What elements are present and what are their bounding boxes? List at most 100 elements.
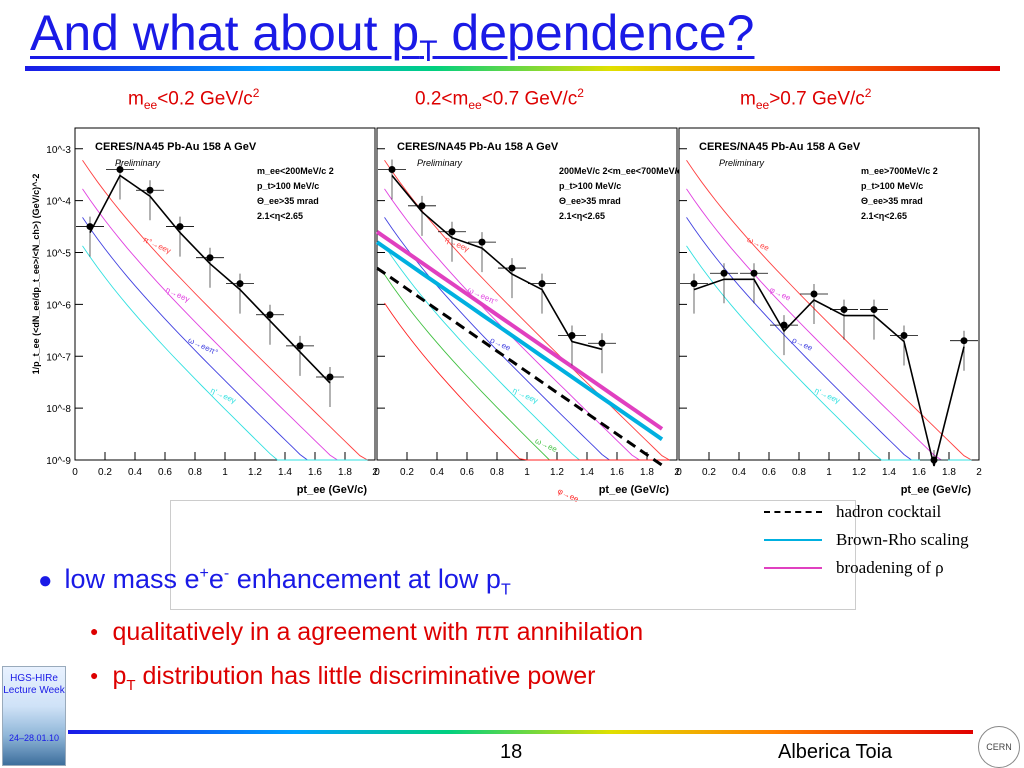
legend: hadron cocktail Brown-Rho scaling broade… [764, 498, 969, 582]
panel-title: CERES/NA45 Pb-Au 158 A GeV [397, 141, 559, 153]
broadening-curve [375, 230, 664, 431]
data-point [266, 311, 274, 319]
data-point [870, 306, 878, 314]
overlay-frame [170, 500, 856, 610]
data-point [598, 339, 606, 347]
x-tick-label: 0.2 [98, 467, 112, 478]
x-tick-label: 1 [222, 467, 228, 478]
data-point [86, 223, 94, 231]
legend-broadening: broadening of ρ [764, 554, 969, 582]
y-tick-label: 10^-6 [46, 300, 71, 311]
x-tick-label: 2 [372, 467, 378, 478]
data-point [236, 280, 244, 288]
data-point [146, 186, 154, 194]
cut-label: Θ_ee>35 mrad [257, 196, 319, 206]
plot-frame [74, 127, 376, 461]
y-tick-label: 10^-8 [46, 404, 71, 415]
panel-title: CERES/NA45 Pb-Au 158 A GeV [95, 141, 257, 153]
hadron-cocktail-curve [376, 266, 663, 467]
data-point [750, 269, 758, 277]
x-tick-label: 1.2 [550, 467, 564, 478]
x-tick-label: 1.4 [278, 467, 292, 478]
x-tick-label: 0.2 [400, 467, 414, 478]
bullet-sub-2: ● pT distribution has little discriminati… [90, 662, 596, 694]
author: Alberica Toia [778, 741, 893, 763]
brown-rho-curve [375, 240, 664, 441]
data-point [930, 456, 938, 464]
footer-rainbow-line [68, 730, 973, 734]
slide-title: And what about pT dependence? [30, 5, 755, 68]
legend-brown-rho: Brown-Rho scaling [764, 526, 969, 554]
cocktail-curve [82, 188, 368, 461]
data-point [840, 306, 848, 314]
y-tick-label: 10^-3 [46, 145, 71, 156]
x-tick-label: 1.6 [308, 467, 322, 478]
data-point [690, 280, 698, 288]
x-tick-label: 0.8 [792, 467, 806, 478]
x-axis-label: pt_ee (GeV/c) [901, 484, 972, 496]
y-tick-label: 10^-4 [46, 197, 71, 208]
y-tick-label: 10^-5 [46, 249, 71, 260]
title-rainbow-line [25, 66, 1000, 71]
page-number: 18 [500, 741, 523, 763]
x-tick-label: 1.4 [882, 467, 896, 478]
cut-label: Θ_ee>35 mrad [861, 196, 923, 206]
x-tick-label: 1.8 [640, 467, 654, 478]
x-tick-label: 1.8 [942, 467, 956, 478]
cocktail-curve [82, 245, 368, 461]
y-axis-label: 1/p_t_ee (<dN_ee/dp_t_ee>/<N_ch>) (GeV/c… [31, 174, 41, 375]
cocktail-curve [686, 188, 972, 461]
x-tick-label: 1.2 [852, 467, 866, 478]
cocktail-curve [384, 160, 670, 461]
chart-panel-1: 0 0.2 0.4 0.6 0.8 1 1.2 1.4 1.6 1.8 2 pt_ee (GeV/c)… [31, 127, 378, 496]
cern-logo: CERN [978, 726, 1020, 768]
x-tick-label: 1 [524, 467, 530, 478]
cut-label: Θ_ee>35 mrad [559, 196, 621, 206]
x-axis-label: pt_ee (GeV/c) [599, 484, 670, 496]
data-point [116, 166, 124, 173]
x-tick-label: 0.4 [732, 467, 746, 478]
x-axis-label: pt_ee (GeV/c) [297, 484, 368, 496]
cut-label: 200MeV/c 2<m_ee<700MeV/c 2 [559, 166, 690, 176]
x-tick-label: 1.4 [580, 467, 594, 478]
x-tick-label: 0.8 [490, 467, 504, 478]
cocktail-curve [82, 160, 368, 461]
x-tick-label: 1.6 [610, 467, 624, 478]
data-point [900, 332, 908, 339]
x-tick-label: 2 [674, 467, 680, 478]
cut-label: m_ee<200MeV/c 2 [257, 166, 334, 176]
x-tick-label: 0 [676, 467, 682, 478]
x-tick-label: 1.6 [912, 467, 926, 478]
y-tick-label: 10^-9 [46, 456, 71, 467]
data-point [418, 202, 426, 210]
legend-hadron-cocktail: hadron cocktail [764, 498, 969, 526]
cut-label: m_ee>700MeV/c 2 [861, 166, 938, 176]
panel-header-1: mee<0.2 GeV/c2 [128, 86, 260, 113]
data-point [206, 254, 214, 262]
cocktail-curve [384, 188, 670, 461]
total-cocktail-curve [391, 174, 603, 351]
data-point [388, 166, 396, 173]
cut-label: 2.1<η<2.65 [559, 211, 605, 221]
data-point [720, 269, 728, 277]
data-point [508, 264, 516, 272]
x-tick-label: 0 [374, 467, 380, 478]
cocktail-curve [384, 302, 670, 461]
bullet-main: ● low mass e+e- enhancement at low pT [38, 564, 511, 599]
preliminary-label: Preliminary [417, 158, 463, 168]
x-tick-label: 0.6 [460, 467, 474, 478]
data-point [810, 290, 818, 298]
cut-label: p_t>100 MeV/c [257, 181, 319, 191]
preliminary-label: Preliminary [719, 158, 765, 168]
chart-panels: 0 0.2 0.4 0.6 0.8 1 1.2 1.4 1.6 1.8 2 pt_ee (GeV/c)… [31, 127, 982, 504]
panel-header-3: mee>0.7 GeV/c2 [740, 86, 872, 113]
data-point [296, 342, 304, 350]
preliminary-label: Preliminary [115, 158, 161, 168]
y-tick-label: 10^-7 [46, 352, 71, 363]
x-tick-label: 1 [826, 467, 832, 478]
lecture-week-logo: HGS-HIRe Lecture Week 24–28.01.10 [2, 666, 66, 766]
x-tick-label: 1.2 [248, 467, 262, 478]
x-tick-label: 0.8 [188, 467, 202, 478]
x-tick-label: 1.8 [338, 467, 352, 478]
